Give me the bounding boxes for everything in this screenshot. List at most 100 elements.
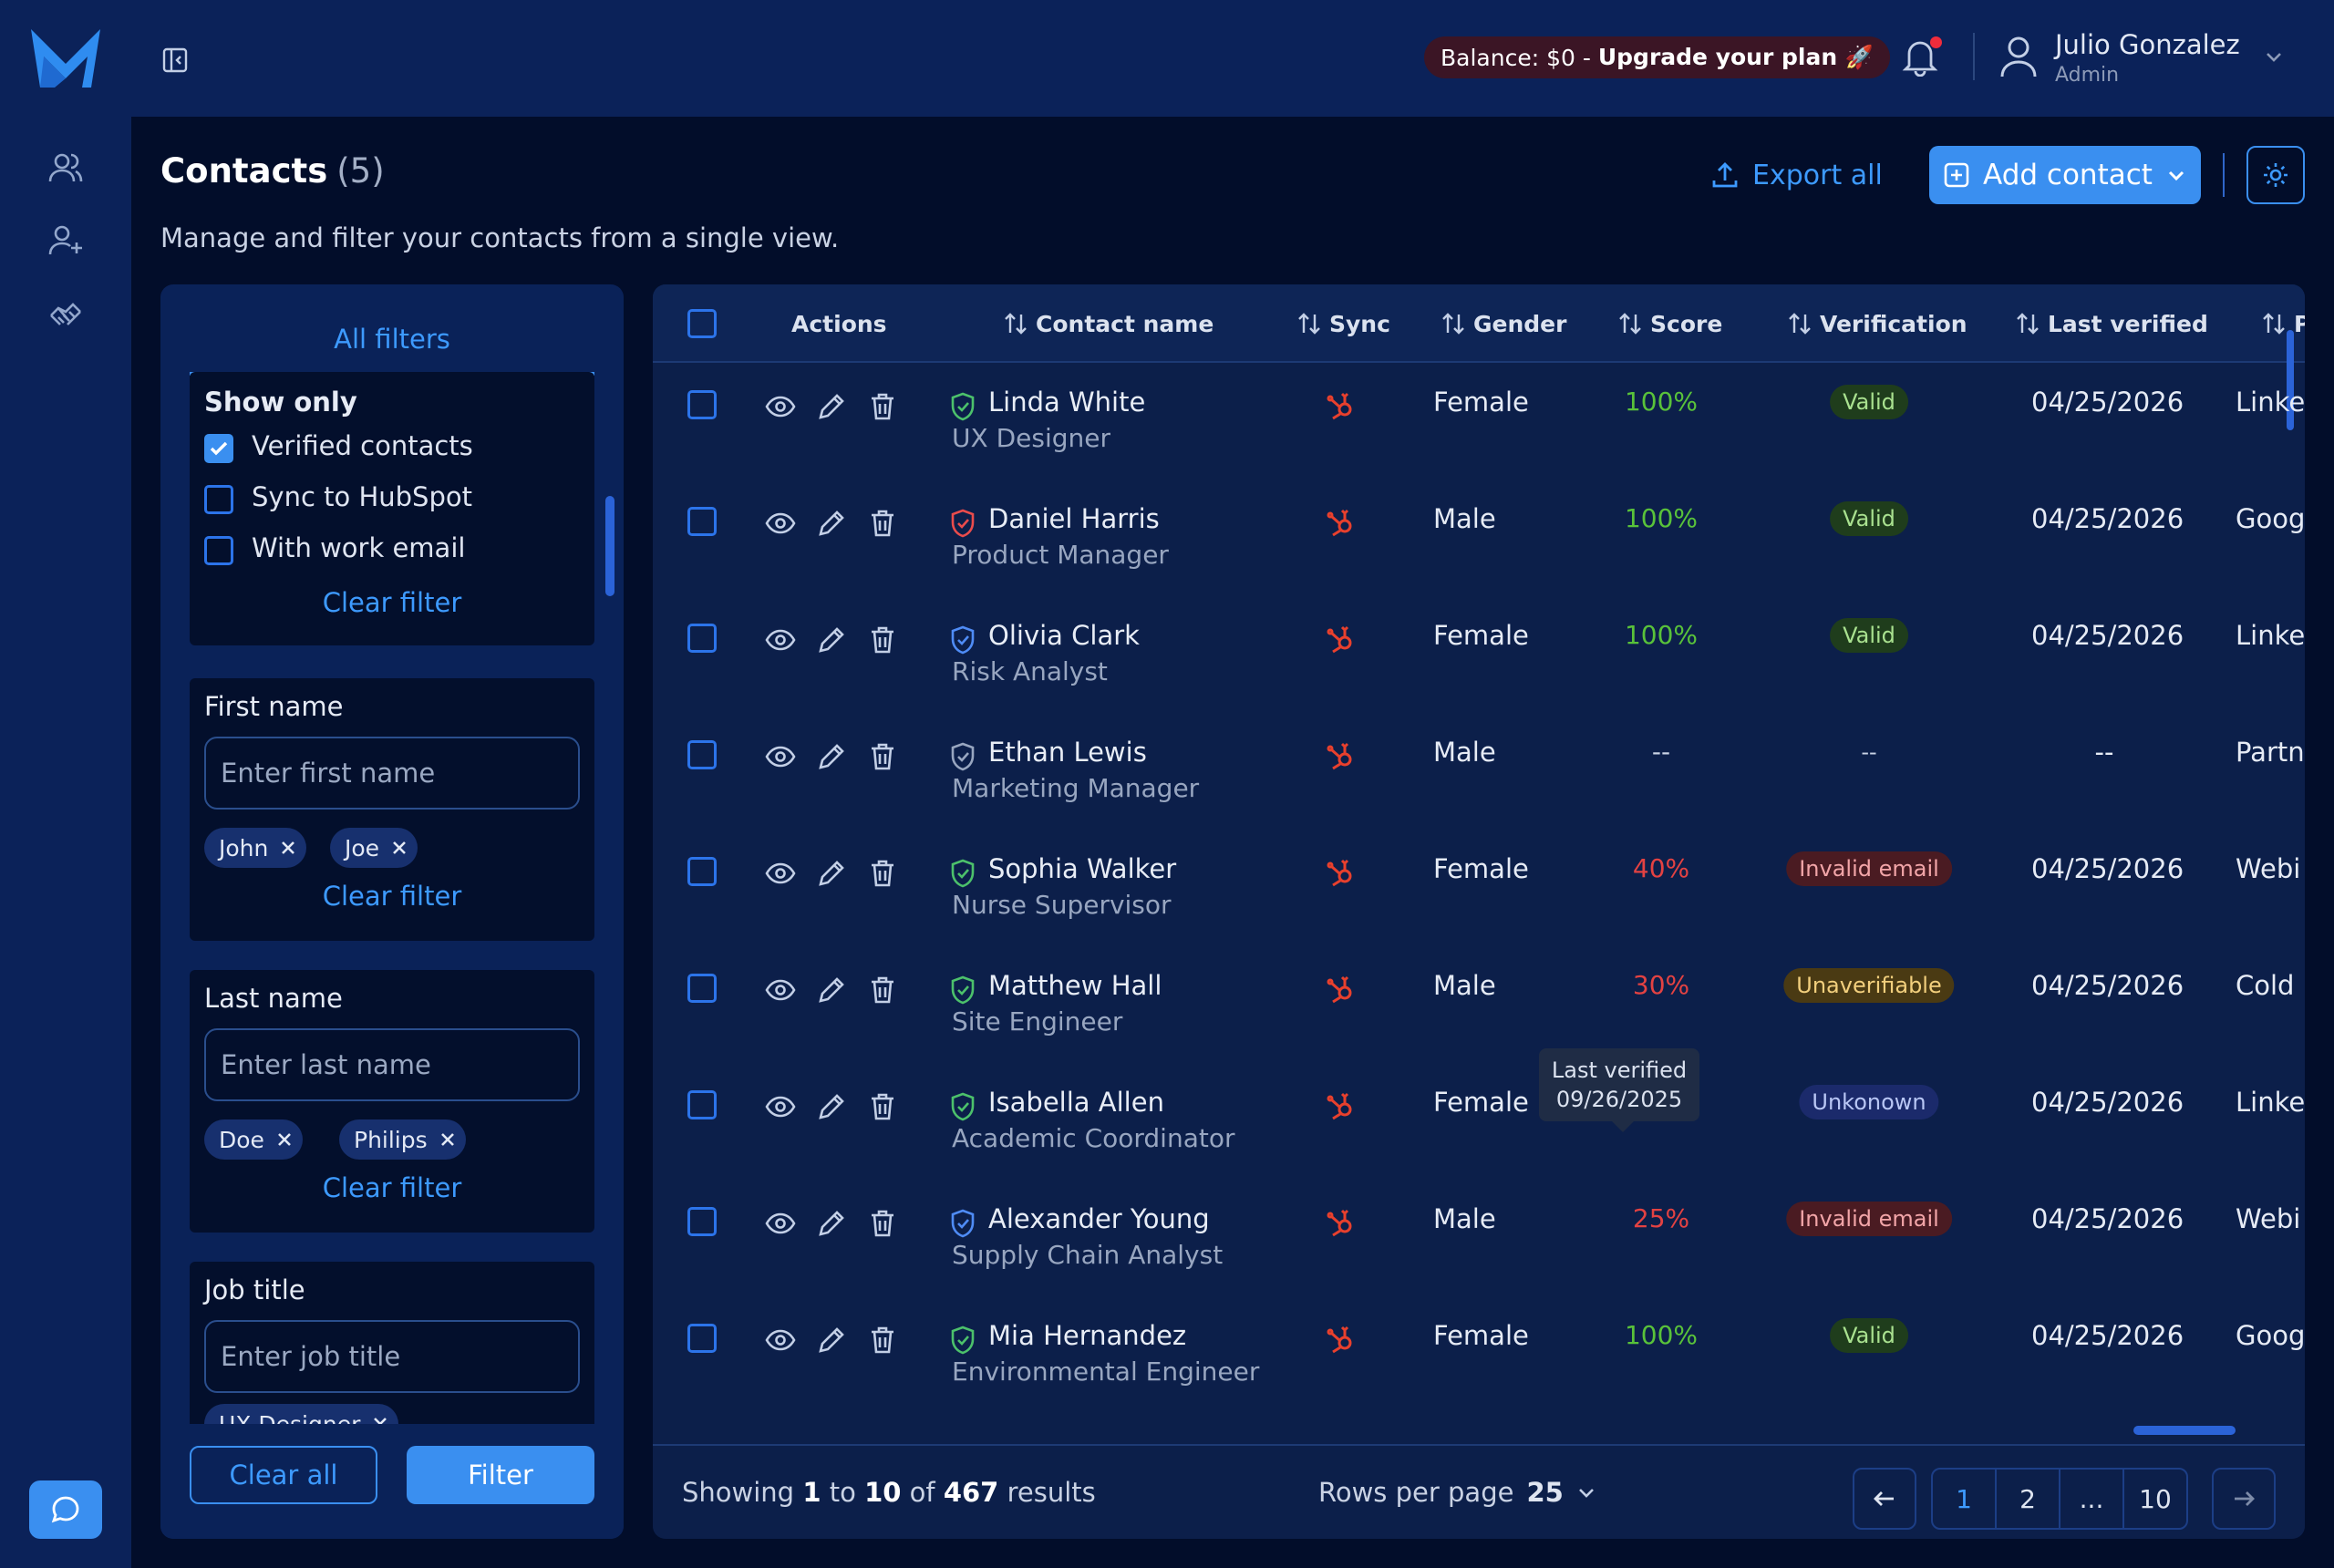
contact-name[interactable]: Ethan Lewis bbox=[988, 737, 1147, 768]
pencil-icon[interactable] bbox=[815, 974, 848, 1006]
pencil-icon[interactable] bbox=[815, 1090, 848, 1123]
clear-all-button[interactable]: Clear all bbox=[190, 1446, 377, 1504]
contact-name[interactable]: Mia Hernandez bbox=[988, 1320, 1187, 1351]
contact-name[interactable]: Matthew Hall bbox=[988, 970, 1162, 1001]
row-checkbox[interactable] bbox=[687, 624, 717, 653]
table-row[interactable]: Mia Hernandez Environmental Engineer Femal… bbox=[653, 1296, 2305, 1413]
logo-icon[interactable] bbox=[29, 22, 102, 95]
column-header-last-verified[interactable]: Last verified bbox=[2015, 284, 2208, 363]
row-checkbox[interactable] bbox=[687, 507, 717, 536]
row-checkbox[interactable] bbox=[687, 857, 717, 886]
eye-icon[interactable] bbox=[764, 1324, 797, 1357]
trash-icon[interactable] bbox=[866, 740, 899, 773]
sync-hubspot-checkbox[interactable] bbox=[204, 485, 233, 514]
page-2-button[interactable]: 2 bbox=[1995, 1468, 2060, 1530]
table-settings-button[interactable] bbox=[2246, 146, 2305, 204]
row-checkbox[interactable] bbox=[687, 974, 717, 1003]
trash-icon[interactable] bbox=[866, 974, 899, 1006]
balance-banner[interactable]: Balance: $0 - Upgrade your plan 🚀 bbox=[1424, 36, 1890, 78]
work-email-checkbox[interactable] bbox=[204, 536, 233, 565]
add-contact-button[interactable]: Add contact bbox=[1929, 146, 2201, 204]
row-checkbox[interactable] bbox=[687, 1090, 717, 1119]
clear-filter-link[interactable]: Clear filter bbox=[322, 1172, 462, 1203]
table-row[interactable]: Daniel Harris Product Manager Male 100% Vali… bbox=[653, 480, 2305, 596]
close-icon[interactable] bbox=[439, 1130, 457, 1149]
page-1-button[interactable]: 1 bbox=[1931, 1468, 1997, 1530]
table-row[interactable]: Sophia Walker Nurse Supervisor Female 40% In… bbox=[653, 830, 2305, 946]
contact-name[interactable]: Alexander Young bbox=[988, 1203, 1210, 1234]
trash-icon[interactable] bbox=[866, 1324, 899, 1357]
contact-name[interactable]: Isabella Allen bbox=[988, 1087, 1164, 1118]
job-title-input[interactable]: Enter job title bbox=[204, 1320, 580, 1393]
column-header-source[interactable]: P bbox=[2261, 284, 2305, 363]
pencil-icon[interactable] bbox=[815, 857, 848, 890]
hubspot-icon[interactable] bbox=[1326, 740, 1357, 771]
hubspot-icon[interactable] bbox=[1326, 1207, 1357, 1238]
notifications-button[interactable] bbox=[1902, 36, 1942, 78]
export-all-button[interactable]: Export all bbox=[1710, 153, 1883, 197]
eye-icon[interactable] bbox=[764, 857, 797, 890]
pencil-icon[interactable] bbox=[815, 1324, 848, 1357]
apply-filter-button[interactable]: Filter bbox=[407, 1446, 594, 1504]
hubspot-icon[interactable] bbox=[1326, 974, 1357, 1005]
rows-per-page-select[interactable]: Rows per page 25 bbox=[1318, 1477, 1596, 1508]
pencil-icon[interactable] bbox=[815, 1207, 848, 1240]
last-name-input[interactable]: Enter last name bbox=[204, 1028, 580, 1101]
eye-icon[interactable] bbox=[764, 740, 797, 773]
row-checkbox[interactable] bbox=[687, 1207, 717, 1236]
clear-filter-link[interactable]: Clear filter bbox=[322, 881, 462, 912]
upgrade-link[interactable]: Upgrade your plan 🚀 bbox=[1597, 44, 1874, 70]
trash-icon[interactable] bbox=[866, 1090, 899, 1123]
user-menu[interactable]: Julio Gonzalez Admin bbox=[1998, 26, 2290, 91]
row-checkbox[interactable] bbox=[687, 390, 717, 419]
contact-name[interactable]: Daniel Harris bbox=[988, 503, 1160, 534]
pencil-icon[interactable] bbox=[815, 390, 848, 423]
pencil-icon[interactable] bbox=[815, 624, 848, 656]
clear-filter-link[interactable]: Clear filter bbox=[322, 587, 462, 618]
hubspot-icon[interactable] bbox=[1326, 1090, 1357, 1121]
next-page-button[interactable] bbox=[2212, 1468, 2276, 1530]
contact-name[interactable]: Linda White bbox=[988, 387, 1146, 418]
pencil-icon[interactable] bbox=[815, 507, 848, 540]
hubspot-icon[interactable] bbox=[1326, 1324, 1357, 1355]
eye-icon[interactable] bbox=[764, 1207, 797, 1240]
sidebar-item-contacts[interactable] bbox=[40, 142, 91, 193]
select-all-checkbox[interactable] bbox=[687, 309, 717, 338]
tab-all-filters[interactable]: All filters bbox=[190, 306, 594, 376]
prev-page-button[interactable] bbox=[1853, 1468, 1916, 1530]
filters-scrollbar[interactable] bbox=[605, 496, 614, 596]
table-row[interactable]: Olivia Clark Risk Analyst Female 100% Valid 0… bbox=[653, 596, 2305, 713]
trash-icon[interactable] bbox=[866, 857, 899, 890]
sidebar-item-add-contact[interactable] bbox=[40, 215, 91, 266]
hubspot-icon[interactable] bbox=[1326, 507, 1357, 538]
column-header-sync[interactable]: Sync bbox=[1296, 284, 1390, 363]
table-row[interactable]: Ethan Lewis Marketing Manager Male -- -- -- Pa… bbox=[653, 713, 2305, 830]
eye-icon[interactable] bbox=[764, 624, 797, 656]
close-icon[interactable] bbox=[390, 839, 408, 857]
pencil-icon[interactable] bbox=[815, 740, 848, 773]
row-checkbox[interactable] bbox=[687, 1324, 717, 1353]
table-row[interactable]: Alexander Young Supply Chain Analyst Male 2… bbox=[653, 1180, 2305, 1296]
horizontal-scrollbar[interactable] bbox=[2133, 1426, 2236, 1435]
sidebar-item-deals[interactable] bbox=[40, 288, 91, 339]
row-checkbox[interactable] bbox=[687, 740, 717, 769]
trash-icon[interactable] bbox=[866, 507, 899, 540]
table-scrollbar[interactable] bbox=[2287, 330, 2294, 430]
verified-contacts-checkbox[interactable] bbox=[204, 434, 233, 463]
table-row[interactable]: Isabella Allen Academic Coordinator Female… bbox=[653, 1063, 2305, 1180]
column-header-score[interactable]: Score bbox=[1617, 284, 1722, 363]
eye-icon[interactable] bbox=[764, 1090, 797, 1123]
trash-icon[interactable] bbox=[866, 390, 899, 423]
hubspot-icon[interactable] bbox=[1326, 390, 1357, 421]
eye-icon[interactable] bbox=[764, 507, 797, 540]
sidebar-toggle-button[interactable] bbox=[159, 44, 191, 77]
eye-icon[interactable] bbox=[764, 974, 797, 1006]
column-header-verification[interactable]: Verification bbox=[1787, 284, 1967, 363]
close-icon[interactable] bbox=[275, 1130, 294, 1149]
table-row[interactable]: Linda White UX Designer Female 100% Valid 04/… bbox=[653, 363, 2305, 480]
table-row[interactable]: Matthew Hall Site Engineer Male 30% Unaverif… bbox=[653, 946, 2305, 1063]
column-header-contact-name[interactable]: Contact name bbox=[1003, 284, 1213, 363]
hubspot-icon[interactable] bbox=[1326, 624, 1357, 655]
contact-name[interactable]: Olivia Clark bbox=[988, 620, 1140, 651]
eye-icon[interactable] bbox=[764, 390, 797, 423]
